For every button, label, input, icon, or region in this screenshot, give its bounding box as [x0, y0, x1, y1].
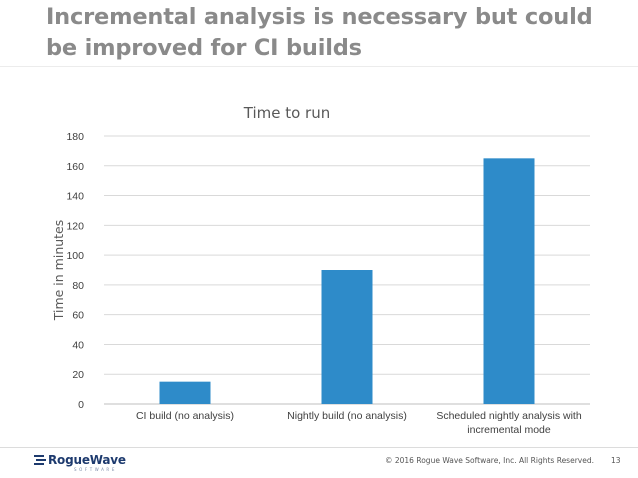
bar-chart: Time to run Time in minutes 0 20 40 60 80 100… [51, 104, 590, 436]
y-tick-label: 20 [72, 369, 84, 381]
footer-divider [0, 447, 638, 448]
y-tick-label: 0 [78, 399, 84, 411]
title-divider [0, 66, 638, 67]
wave-logo-icon [34, 455, 46, 465]
chart-title: Time to run [243, 104, 330, 122]
bar [483, 158, 535, 404]
page-number: 13 [611, 456, 621, 465]
category-label: Scheduled nightly analysis with [436, 410, 581, 422]
category-labels: CI build (no analysis) Nightly build (no … [136, 410, 582, 436]
y-tick-label: 80 [72, 280, 84, 292]
y-axis-label: Time in minutes [51, 220, 66, 322]
y-tick-label: 40 [72, 339, 84, 351]
y-tick-labels: 0 20 40 60 80 100 120 140 160 180 [66, 131, 84, 411]
roguewave-logo: RogueWave SOFTWARE [34, 452, 144, 472]
category-label: incremental mode [467, 424, 551, 436]
bar [159, 381, 211, 404]
y-tick-label: 160 [66, 161, 84, 173]
y-tick-label: 180 [66, 131, 84, 143]
slide-title: Incremental analysis is necessary but co… [46, 4, 593, 61]
category-label: Nightly build (no analysis) [287, 410, 407, 422]
logo-text: RogueWave [48, 453, 126, 467]
category-label: CI build (no analysis) [136, 410, 234, 422]
bars [159, 158, 535, 404]
y-tick-label: 100 [66, 250, 84, 262]
y-tick-label: 60 [72, 310, 84, 322]
copyright-text: © 2016 Rogue Wave Software, Inc. All Rig… [384, 456, 594, 465]
bar [321, 270, 373, 404]
logo-subtext: SOFTWARE [74, 467, 117, 472]
y-tick-label: 120 [66, 220, 84, 232]
y-tick-label: 140 [66, 191, 84, 203]
